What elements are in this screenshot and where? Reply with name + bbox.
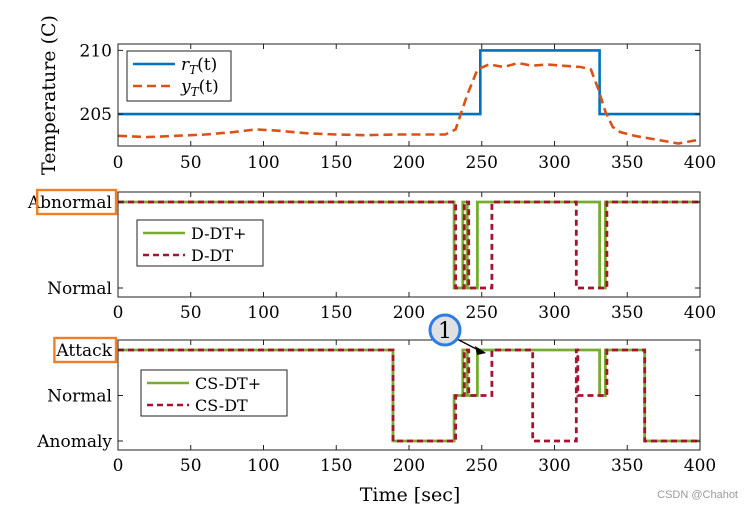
- watermark: CSDN @Chahot: [657, 489, 738, 501]
- legend-box: [136, 219, 264, 267]
- x-tick-label: 250: [466, 303, 498, 323]
- x-tick-label: 350: [611, 456, 643, 476]
- annotation-arrowhead: [475, 346, 487, 355]
- x-tick-label: 0: [113, 303, 124, 323]
- x-tick-label: 300: [538, 456, 570, 476]
- x-tick-label: 300: [538, 303, 570, 323]
- x-tick-label: 50: [180, 303, 202, 323]
- legend-box: [126, 50, 232, 102]
- panel-2: 0 50 100 150 200 250 300 350 400 Normal Abnormal D-…: [27, 188, 716, 323]
- x-tick-label: 400: [684, 456, 716, 476]
- legend-label: D-DT: [191, 246, 233, 265]
- legend-label: CS-DT: [195, 396, 248, 415]
- x-tick-label: 200: [393, 303, 425, 323]
- legend-label-rT: rT(t): [181, 55, 217, 77]
- annotation-label: 1: [438, 319, 452, 344]
- x-tick-label: 200: [393, 456, 425, 476]
- y-tick-label: Attack: [55, 341, 112, 361]
- legend: D-DT+ D-DT: [136, 219, 264, 267]
- x-tick-label: 250: [466, 456, 498, 476]
- x-tick-label: 100: [247, 456, 279, 476]
- y-tick-label: 210: [80, 41, 112, 61]
- highlight-box-attack: [53, 336, 118, 364]
- x-tick-label: 250: [466, 153, 498, 173]
- x-tick-label: 350: [611, 153, 643, 173]
- annotation-marker: [428, 313, 462, 347]
- series-line-d-dt: [118, 200, 700, 290]
- x-tick-label: 50: [180, 153, 202, 173]
- x-tick-label: 100: [247, 153, 279, 173]
- legend: rT(t)yT(t): [126, 50, 232, 102]
- legend: CS-DT+ CS-DT: [140, 369, 288, 417]
- x-tick-label: 50: [180, 456, 202, 476]
- x-tick-label: 0: [113, 456, 124, 476]
- x-tick-label: 350: [611, 303, 643, 323]
- x-tick-label: 150: [320, 153, 352, 173]
- legend-label: D-DT+: [191, 224, 246, 243]
- panel-1: 0 50 100 150 200 250 300 350 400 205 210 rT(t)yT(t): [80, 41, 717, 173]
- y-tick-label: 205: [80, 105, 112, 125]
- highlight-box-abnormal: [36, 188, 118, 216]
- y-tick-label: Normal: [47, 279, 112, 299]
- series-line-cs-dt: [118, 348, 700, 443]
- legend-box: [140, 369, 288, 417]
- y-axis-label: Temperature (C): [38, 15, 60, 175]
- x-tick-label: 200: [393, 153, 425, 173]
- series-line-r-t-t-: [118, 49, 700, 116]
- x-tick-label: 150: [320, 303, 352, 323]
- x-tick-label: 300: [538, 153, 570, 173]
- x-tick-label: 100: [247, 303, 279, 323]
- x-tick-label: 150: [320, 456, 352, 476]
- legend-label-yT: yT(t): [180, 77, 219, 99]
- series-line-y-t-t-: [118, 61, 700, 145]
- y-tick-label: Anomaly: [36, 432, 112, 452]
- x-tick-label: 400: [684, 153, 716, 173]
- x-tick-label: 400: [684, 303, 716, 323]
- panels: 0 50 100 150 200 250 300 350 400205210rT(t)yT(t)…: [27, 41, 716, 476]
- x-tick-label: 0: [113, 153, 124, 173]
- legend-label: CS-DT+: [195, 374, 261, 393]
- panel-3: 0 50 100 150 200 250 300 350 400 Anomaly Normal Att…: [36, 313, 716, 476]
- y-tick-label: Normal: [47, 387, 112, 407]
- y-tick-label: Abnormal: [27, 193, 112, 213]
- x-axis-label: Time [sec]: [360, 484, 461, 506]
